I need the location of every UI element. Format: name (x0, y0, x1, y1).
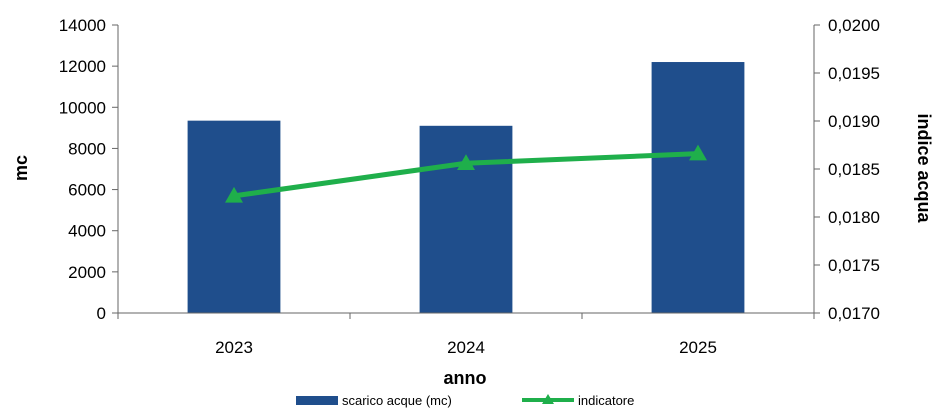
y-axis-right-title: indice acqua (914, 113, 933, 223)
y-right-tick-label: 0,0190 (828, 112, 880, 131)
bar (651, 62, 745, 314)
y-left-tick-label: 0 (97, 304, 106, 323)
y-right-tick-label: 0,0170 (828, 304, 880, 323)
y-right-tick-label: 0,0180 (828, 208, 880, 227)
y-left-tick-label: 10000 (59, 98, 106, 117)
chart-axes (117, 25, 815, 319)
y-left-tick-label: 8000 (68, 139, 106, 158)
legend-label-line: indicatore (578, 393, 634, 408)
x-tick-label: 2024 (447, 338, 485, 357)
y-left-tick-label: 4000 (68, 222, 106, 241)
indicator-point (225, 186, 243, 203)
x-axis-title: anno (444, 368, 487, 388)
y-right-tick-labels: 0,0170 0,0175 0,0180 0,0185 0,0190 0,0195 0,02… (814, 16, 880, 323)
indicator-point (689, 144, 707, 161)
x-tick-label: 2023 (215, 338, 253, 357)
y-left-tick-labels: 0 2000 4000 6000 8000 10000 12000 14000 (59, 16, 118, 323)
indicator-line-series (225, 144, 707, 203)
bar-series (187, 62, 745, 314)
y-right-tick-label: 0,0185 (828, 160, 880, 179)
bar (187, 120, 281, 314)
y-left-tick-label: 14000 (59, 16, 106, 35)
y-axis-left-title: mc (11, 155, 31, 181)
legend: scarico acque (mc) indicatore (296, 393, 634, 408)
y-left-tick-label: 12000 (59, 57, 106, 76)
x-tick-label: 2025 (679, 338, 717, 357)
legend-swatch-bar (296, 396, 338, 405)
legend-label-bar: scarico acque (mc) (342, 393, 452, 408)
y-right-tick-label: 0,0200 (828, 16, 880, 35)
bar (419, 125, 513, 313)
y-left-tick-label: 6000 (68, 181, 106, 200)
indicator-point (457, 154, 475, 170)
y-right-tick-label: 0,0195 (828, 64, 880, 83)
y-left-tick-label: 2000 (68, 263, 106, 282)
y-right-tick-label: 0,0175 (828, 256, 880, 275)
legend-marker-triangle (542, 394, 554, 404)
x-tick-labels: 2023 2024 2025 (215, 338, 717, 357)
